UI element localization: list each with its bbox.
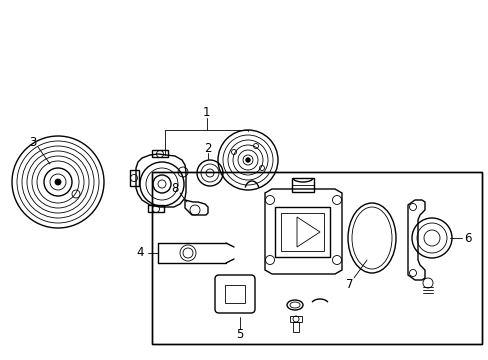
- Bar: [292, 322, 298, 332]
- Text: 8: 8: [171, 183, 178, 195]
- Text: 6: 6: [463, 231, 471, 244]
- Bar: [152, 150, 168, 157]
- Bar: [152, 172, 481, 344]
- Bar: [148, 205, 163, 212]
- Bar: [130, 170, 139, 186]
- Bar: [224, 285, 244, 303]
- Bar: [152, 172, 481, 344]
- Text: 2: 2: [204, 141, 211, 154]
- Text: 5: 5: [236, 328, 243, 342]
- Bar: [291, 178, 313, 192]
- Bar: [274, 207, 329, 257]
- Text: 7: 7: [346, 278, 353, 291]
- Text: 4: 4: [136, 247, 143, 260]
- Text: 3: 3: [29, 135, 37, 148]
- Circle shape: [245, 158, 249, 162]
- Bar: [289, 316, 302, 322]
- Bar: [281, 213, 324, 251]
- Text: 1: 1: [203, 105, 210, 118]
- Circle shape: [55, 179, 61, 185]
